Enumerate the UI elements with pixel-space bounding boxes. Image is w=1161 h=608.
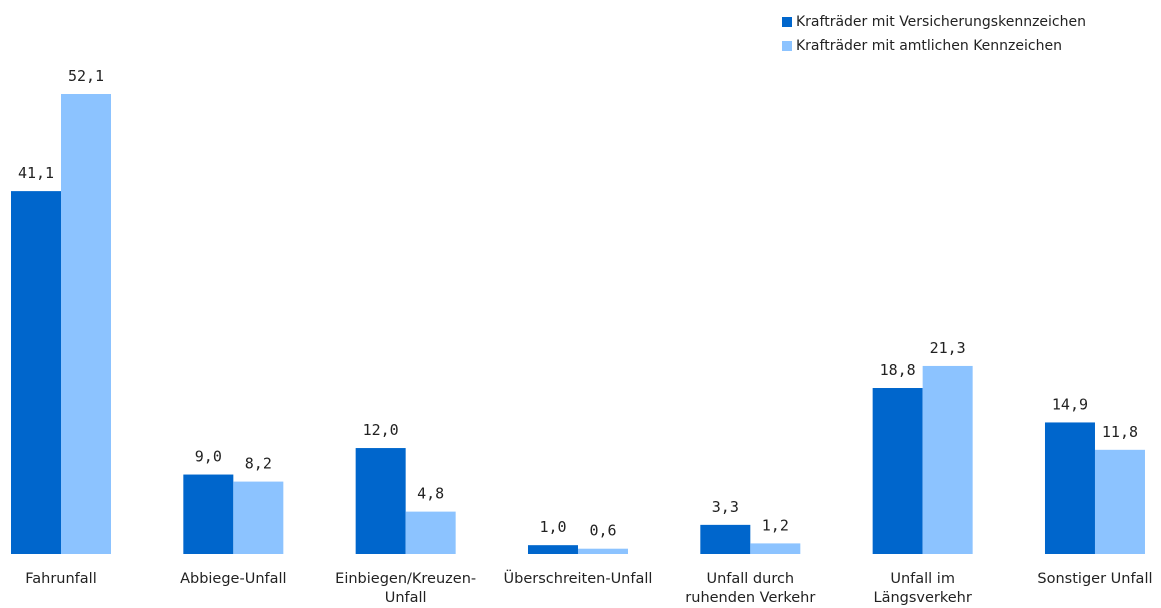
data-label-series-1-cat-7: 14,9 bbox=[1052, 395, 1088, 413]
data-label-series-1-cat-2: 9,0 bbox=[195, 448, 222, 466]
bar-series-1-cat-1 bbox=[11, 191, 61, 554]
bar-series-1-cat-3 bbox=[355, 448, 406, 554]
category-label-4: Überschreiten-Unfall bbox=[504, 569, 653, 587]
data-label-series-2-cat-7: 11,8 bbox=[1102, 423, 1138, 441]
bar-series-2-cat-6 bbox=[922, 365, 973, 554]
data-label-series-2-cat-4: 0,6 bbox=[589, 522, 616, 540]
legend-label-series-1: Krafträder mit Versicherungskennzeichen bbox=[796, 14, 1086, 30]
legend-item-series-2: Krafträder mit amtlichen Kennzeichen bbox=[782, 34, 1086, 58]
category-label-7: Sonstiger Unfall bbox=[1037, 571, 1152, 587]
bar-series-2-cat-4 bbox=[577, 548, 628, 554]
data-label-series-2-cat-1: 52,1 bbox=[68, 67, 104, 85]
category-label-5: Unfall durch ruhenden Verkehr bbox=[685, 571, 815, 606]
legend-swatch-series-1 bbox=[782, 17, 792, 27]
category-label-2: Abbiege-Unfall bbox=[180, 571, 286, 587]
category-label-6: Unfall im Längsverkehr bbox=[873, 571, 971, 606]
category-label-3: Einbiegen/Kreuzen-Unfall bbox=[335, 571, 476, 606]
bar-series-2-cat-3 bbox=[405, 511, 456, 554]
data-label-series-1-cat-1: 41,1 bbox=[18, 164, 54, 182]
legend-item-series-1: Krafträder mit Versicherungskennzeichen bbox=[782, 10, 1086, 34]
bar-series-1-cat-2 bbox=[183, 474, 234, 554]
data-label-series-2-cat-6: 21,3 bbox=[930, 339, 966, 357]
bar-series-1-cat-5 bbox=[700, 524, 751, 554]
data-label-series-1-cat-6: 18,8 bbox=[880, 361, 916, 379]
data-label-series-2-cat-3: 4,8 bbox=[417, 485, 444, 503]
data-label-series-1-cat-5: 3,3 bbox=[712, 498, 739, 516]
bar-series-2-cat-5 bbox=[750, 543, 801, 554]
data-label-series-2-cat-5: 1,2 bbox=[762, 516, 789, 534]
bar-series-2-cat-2 bbox=[233, 481, 284, 554]
bar-series-2-cat-7 bbox=[1094, 449, 1145, 554]
legend-label-series-2: Krafträder mit amtlichen Kennzeichen bbox=[796, 38, 1062, 54]
legend-swatch-series-2 bbox=[782, 41, 792, 51]
bar-series-1-cat-4 bbox=[527, 545, 578, 554]
category-label-1: Fahrunfall bbox=[25, 571, 96, 587]
data-label-series-1-cat-3: 12,0 bbox=[363, 421, 399, 439]
data-label-series-2-cat-2: 8,2 bbox=[245, 455, 272, 473]
bar-series-1-cat-6 bbox=[872, 388, 923, 554]
bar-series-1-cat-7 bbox=[1044, 422, 1095, 554]
legend: Krafträder mit Versicherungskennzeichen … bbox=[782, 10, 1086, 58]
bar-series-2-cat-1 bbox=[61, 94, 111, 554]
data-label-series-1-cat-4: 1,0 bbox=[539, 518, 566, 536]
